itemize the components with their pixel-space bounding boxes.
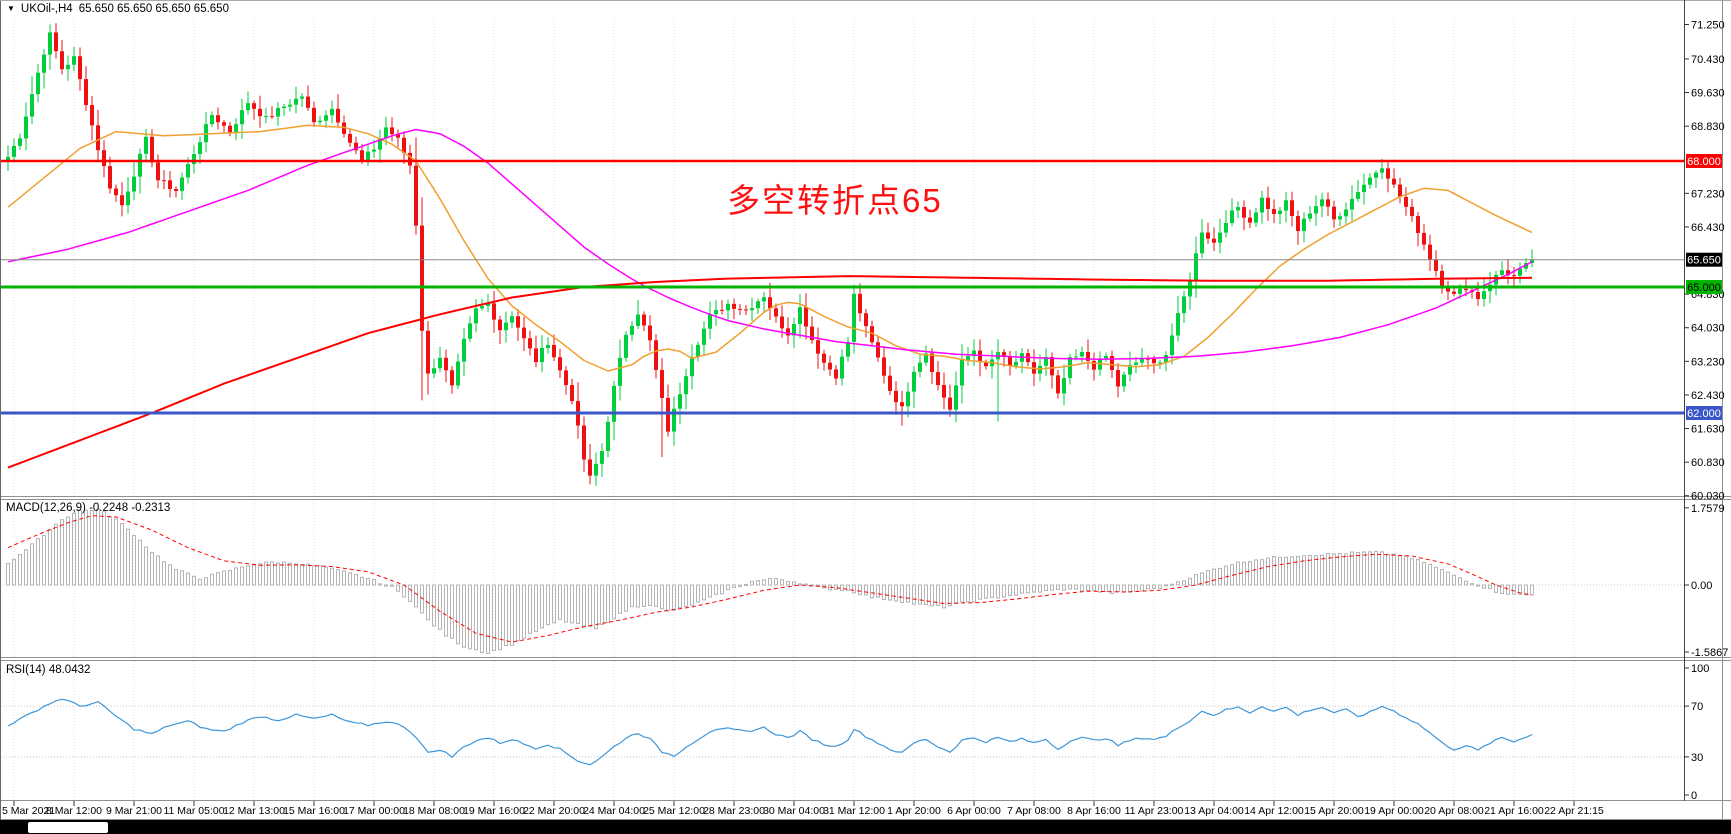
time-axis-label: 24 Mar 04:00 (583, 805, 645, 817)
price-tick-label: 68.830 (1691, 121, 1725, 133)
bottom-bar (0, 820, 1731, 834)
collapse-triangle-icon[interactable]: ▼ (7, 4, 15, 13)
time-axis-label: 15 Apr 20:00 (1304, 805, 1364, 817)
price-level-label: 68.000 (1686, 154, 1722, 168)
grid (0, 18, 1684, 800)
rsi-indicator-label: RSI(14) 48.0432 (6, 664, 91, 676)
fast-ma-line (7, 124, 1533, 372)
macd-histogram (6, 508, 1534, 654)
time-axis-label: 21 Apr 16:00 (1484, 805, 1544, 817)
ohlc-quotes-label: 65.650 65.650 65.650 65.650 (78, 3, 229, 15)
time-axis-label: 9 Mar 21:00 (106, 805, 162, 817)
price-level-label: 65.000 (1686, 280, 1722, 294)
chart-title: ▼ UKOil-,H4 65.650 65.650 65.650 65.650 (7, 3, 229, 15)
horizontal-levels (0, 159, 1684, 415)
price-level-text: 65.650 (1687, 255, 1721, 267)
rsi-line (7, 698, 1533, 766)
macd-indicator-label: MACD(12,26,9) -0.2248 -0.2313 (6, 502, 171, 514)
macd-tick-label: 1.7579 (1691, 503, 1725, 515)
time-axis-label: 30 Mar 04:00 (763, 805, 825, 817)
time-axis-label: 12 Mar 13:00 (223, 805, 285, 817)
time-axis-label: 14 Apr 12:00 (1244, 805, 1304, 817)
price-tick-label: 63.230 (1691, 356, 1725, 368)
price-tick-label: 61.630 (1691, 424, 1725, 436)
time-axis-label: 6 Apr 00:00 (947, 805, 1001, 817)
macd-tick-label: -1.5867 (1691, 647, 1728, 659)
rsi-tick-label: 100 (1691, 663, 1709, 675)
price-level-label: 65.650 (1686, 252, 1722, 267)
time-axis-label: 28 Mar 23:00 (703, 805, 765, 817)
price-tick-label: 67.230 (1691, 188, 1725, 200)
price-tick-label: 60.830 (1691, 457, 1725, 469)
symbol-timeframe-label: UKOil-,H4 (20, 3, 73, 15)
rsi-tick-label: 0 (1691, 790, 1697, 802)
time-axis-label: 19 Mar 16:00 (463, 805, 525, 817)
macd-axis: 1.7579 0.00 -1.5867 (1684, 503, 1728, 659)
time-axis-label: 18 Mar 08:00 (403, 805, 465, 817)
time-axis-label: 20 Apr 08:00 (1424, 805, 1484, 817)
mid-ma-line (7, 128, 1533, 360)
time-axis-label: 5 Mar 2021 (2, 805, 55, 817)
time-axis-label: 13 Apr 04:00 (1184, 805, 1244, 817)
time-axis-label: 19 Apr 00:00 (1364, 805, 1424, 817)
price-level-text: 65.000 (1687, 282, 1721, 294)
time-axis-label: 17 Mar 00:00 (343, 805, 405, 817)
slow-ma-line (7, 275, 1533, 469)
price-tick-label: 66.430 (1691, 222, 1725, 234)
price-axis: 71.25070.43069.63068.83067.23066.43064.8… (1684, 20, 1725, 503)
price-tick-label: 64.030 (1691, 323, 1725, 335)
time-axis-label: 25 Mar 12:00 (643, 805, 705, 817)
macd-signal-line (7, 515, 1533, 643)
time-axis-label: 11 Mar 05:00 (163, 805, 224, 817)
price-tick-label: 71.250 (1691, 20, 1725, 32)
time-axis-label: 31 Mar 12:00 (823, 805, 885, 817)
rsi-tick-label: 30 (1691, 752, 1703, 764)
time-axis-label: 22 Mar 20:00 (523, 805, 585, 817)
rsi-tick-label: 70 (1691, 701, 1703, 713)
price-tick-label: 70.430 (1691, 54, 1725, 66)
rsi-axis: 100 70 30 0 (1684, 663, 1709, 802)
time-axis-label: 7 Apr 08:00 (1007, 805, 1061, 817)
price-level-label: 62.000 (1686, 406, 1722, 420)
time-axis-label: 8 Mar 12:00 (46, 805, 102, 817)
time-axis-label: 11 Apr 23:00 (1125, 805, 1184, 817)
chart-annotation-text: 多空转折点65 (727, 182, 943, 219)
time-axis-label: 15 Mar 16:00 (283, 805, 345, 817)
ma-lines (7, 124, 1533, 469)
time-axis-label: 8 Apr 16:00 (1067, 805, 1121, 817)
candlesticks (6, 23, 1534, 486)
price-level-text: 62.000 (1687, 408, 1721, 420)
bottom-bar-button[interactable] (28, 822, 108, 833)
price-tick-label: 62.430 (1691, 390, 1725, 402)
time-axis-label: 1 Apr 20:00 (887, 805, 941, 817)
price-level-text: 68.000 (1687, 156, 1721, 168)
time-axis-label: 22 Apr 21:15 (1544, 805, 1604, 817)
price-tick-label: 69.630 (1691, 88, 1725, 100)
price-tick-label: 60.030 (1691, 491, 1725, 503)
macd-tick-label: 0.00 (1691, 580, 1712, 592)
